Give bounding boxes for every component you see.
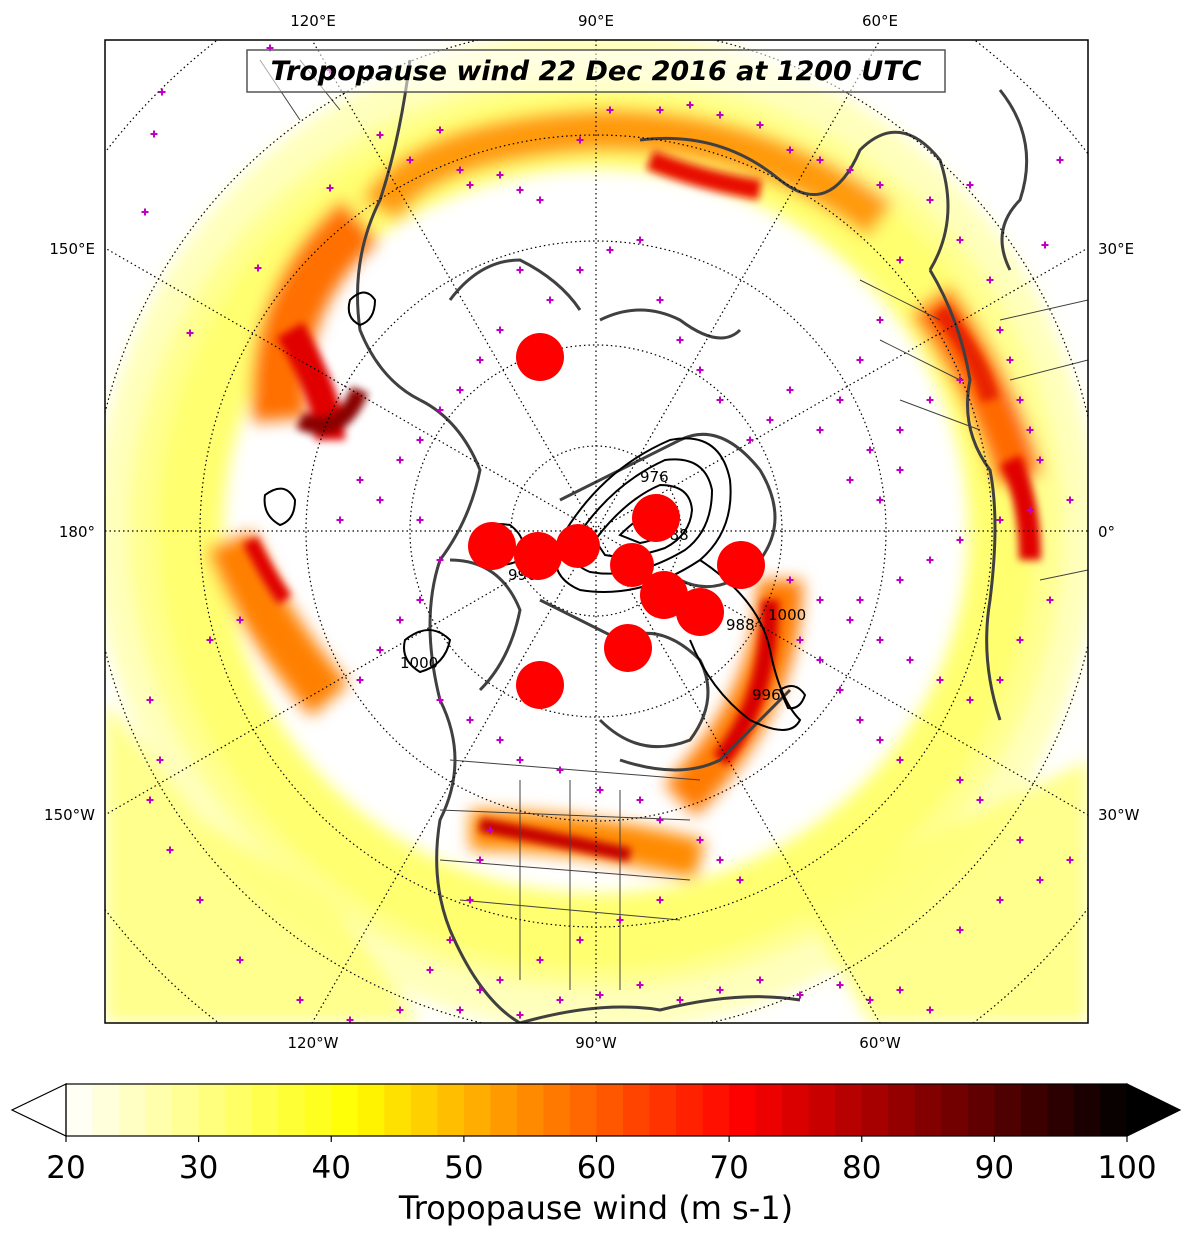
colorbar-segment [782,1084,810,1136]
cyclone-marker [717,541,765,589]
colorbar-segment [1100,1084,1128,1136]
colorbar-segment [172,1084,200,1136]
cyclone-marker [604,624,652,672]
colorbar-segment [66,1084,94,1136]
map-title: Tropopause wind 22 Dec 2016 at 1200 UTC [246,49,946,93]
lon-label-top: 120°E [290,12,336,30]
lon-label-right: 0° [1098,523,1115,541]
contour-label: 1000 [400,654,438,672]
colorbar-segment [278,1084,306,1136]
colorbar-tick-label: 20 [46,1150,85,1186]
lon-label-top: 90°E [578,12,614,30]
lon-label-right: 30°W [1098,806,1140,824]
colorbar-segment [490,1084,518,1136]
colorbar-segment [251,1084,279,1136]
lon-label-left: 180° [59,523,95,541]
lon-label-top: 60°E [862,12,898,30]
contour-label: 976 [640,468,669,486]
cyclone-marker [556,524,600,568]
contour-label: 1000 [768,606,806,624]
colorbar-segment [304,1084,332,1136]
colorbar-tick-label: 70 [709,1150,748,1186]
colorbar-segment [357,1084,385,1136]
colorbar-segment [437,1084,465,1136]
lon-label-bottom: 120°W [288,1034,339,1052]
lon-label-bottom: 60°W [859,1034,901,1052]
colorbar-segment [755,1084,783,1136]
colorbar-segment [1047,1084,1075,1136]
colorbar-segment [967,1084,995,1136]
lon-label-left: 150°W [44,806,95,824]
colorbar-tick-label: 30 [179,1150,218,1186]
colorbar-segment [569,1084,598,1136]
colorbar-segment [463,1084,491,1136]
colorbar-segment [410,1084,438,1136]
colorbar-segment [676,1084,704,1136]
map-frame [104,39,1089,1024]
cyclone-marker [676,588,724,636]
cyclone-marker [516,333,564,381]
colorbar-segment [119,1084,147,1136]
colorbar-tick-label: 100 [1097,1150,1156,1186]
contour-label: 988 [726,616,755,634]
title-text: Tropopause wind 22 Dec 2016 at 1200 UTC [271,56,922,87]
colorbar-segment [92,1084,120,1136]
colorbar-ticks: 20 30 40 50 60 70 80 90 100 [46,1136,1157,1186]
colorbar-segment [702,1084,730,1136]
colorbar-segment [596,1084,624,1136]
colorbar-segment [808,1084,836,1136]
cyclone-marker [516,661,564,709]
colorbar-tick-label: 50 [444,1150,483,1186]
colorbar-segment [888,1084,916,1136]
colorbar-tick-label: 60 [577,1150,616,1186]
colorbar-segment [225,1084,253,1136]
colorbar-extend-low [10,1083,67,1137]
cyclone-marker [468,522,516,570]
colorbar-segment [543,1084,571,1136]
lon-label-right: 30°E [1098,240,1134,258]
colorbar-segment [649,1084,677,1136]
colorbar-segment [729,1084,757,1136]
colorbar-tick-label: 40 [312,1150,351,1186]
colorbar-segment [1073,1084,1102,1136]
lon-labels: 120°E 90°E 60°E 120°W 90°W 60°W 150°E 18… [44,12,1140,1052]
colorbar-label: Tropopause wind (m s-1) [398,1189,793,1227]
colorbar-tick-label: 90 [975,1150,1014,1186]
colorbar-segment [384,1084,412,1136]
cyclone-marker [632,494,680,542]
colorbar-segment [623,1084,651,1136]
colorbar: 20 30 40 50 60 70 80 90 100 Tropopause wind (m s… [10,1083,1182,1227]
colorbar-tick-label: 80 [842,1150,881,1186]
colorbar-segment [331,1084,359,1136]
colorbar-segment [914,1084,942,1136]
colorbar-segment [835,1084,863,1136]
colorbar-extend-high [1126,1083,1182,1137]
colorbar-segment [941,1084,969,1136]
cyclone-marker [514,532,562,580]
colorbar-segments [66,1084,1128,1136]
colorbar-segment [1020,1084,1049,1136]
contour-label: 996 [752,686,781,704]
colorbar-segment [516,1084,545,1136]
colorbar-segment [145,1084,173,1136]
colorbar-segment [861,1084,889,1136]
map-panel: 976 988 996 988 1000 996 1000 988 [105,40,1088,1023]
lon-label-left: 150°E [49,240,95,258]
lon-label-bottom: 90°W [575,1034,617,1052]
colorbar-segment [198,1084,226,1136]
colorbar-segment [994,1084,1022,1136]
